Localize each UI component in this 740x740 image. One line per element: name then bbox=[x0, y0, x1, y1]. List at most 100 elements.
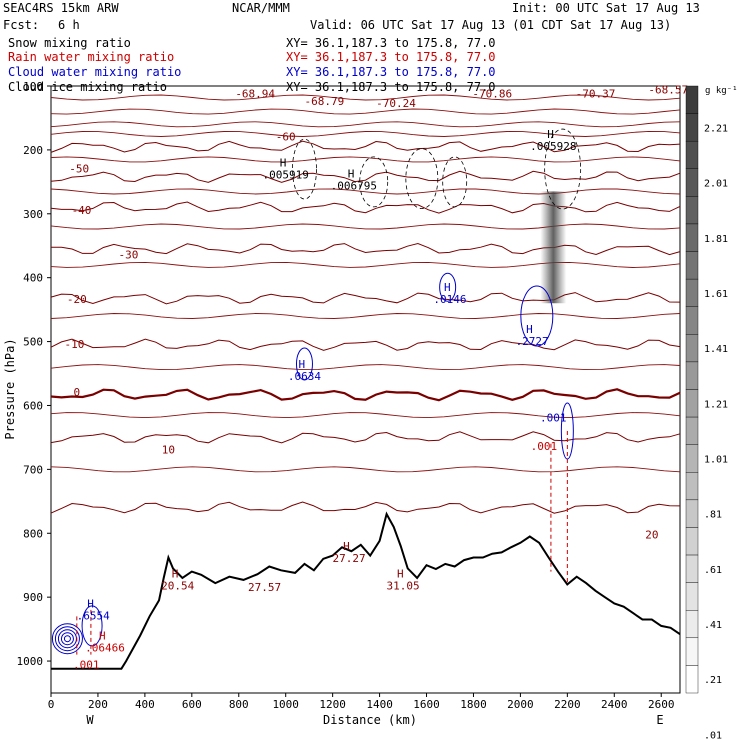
y-axis-title: Pressure (hPa) bbox=[3, 338, 17, 439]
x-tick-label: 1600 bbox=[413, 698, 440, 711]
colorbar-segment bbox=[685, 665, 699, 694]
cloud-water-contour bbox=[60, 632, 74, 646]
cloud-water-contour bbox=[81, 605, 103, 647]
colorbar-segment bbox=[685, 416, 699, 445]
annotation-high-marker: H bbox=[298, 358, 305, 371]
temperature-label: -40 bbox=[72, 204, 92, 217]
x-tick-label: 2600 bbox=[648, 698, 675, 711]
y-tick-label: 500 bbox=[23, 336, 43, 349]
annotation-value: .001 bbox=[73, 659, 100, 672]
annotation-high-marker: H bbox=[172, 567, 179, 580]
x-tick-label: 1000 bbox=[272, 698, 299, 711]
x-tick-label: 400 bbox=[135, 698, 155, 711]
annotation-value: .6554 bbox=[77, 610, 110, 623]
feature-layer bbox=[51, 128, 582, 655]
field-cloudice-xy: XY= 36.1,187.3 to 175.8, 77.0 bbox=[286, 80, 496, 94]
colorbar-segment bbox=[685, 444, 699, 473]
colorbar-label: .61 bbox=[704, 565, 722, 576]
colorbar-label: .81 bbox=[704, 510, 722, 521]
y-tick-label: 700 bbox=[23, 463, 43, 476]
colorbar-segment bbox=[685, 389, 699, 418]
x-tick-label: 2000 bbox=[507, 698, 534, 711]
x-tick-label: 2400 bbox=[601, 698, 628, 711]
cloud-ice-contour bbox=[544, 128, 582, 210]
colorbar: 2.21 2.01 1.81 1.61 1.41 1.21 1.01 .81 .61 .41 .21… bbox=[685, 85, 728, 740]
temperature-label: -50 bbox=[69, 162, 89, 175]
isotherm-line bbox=[50, 313, 681, 319]
colorbar-segment bbox=[685, 306, 699, 335]
isotherm-line bbox=[50, 188, 681, 195]
colorbar-segment bbox=[685, 582, 699, 611]
temperature-label: -70.86 bbox=[472, 88, 512, 101]
temperature-label: -70.24 bbox=[376, 97, 416, 110]
x-tick-label: 800 bbox=[229, 698, 249, 711]
colorbar-label: 1.01 bbox=[704, 454, 728, 465]
center-title: NCAR/MMM bbox=[232, 1, 290, 15]
annotation-value: .001 bbox=[540, 411, 567, 424]
x-axis-title: Distance (km) bbox=[323, 713, 417, 727]
fcst-value: 6 h bbox=[58, 18, 80, 32]
cloud-water-contour bbox=[520, 285, 554, 347]
cloud-water-contour bbox=[63, 635, 71, 643]
isotherm--40 bbox=[50, 201, 681, 214]
colorbar-label: 2.01 bbox=[704, 179, 728, 190]
colorbar-segment bbox=[685, 527, 699, 556]
annotation-value: 20.54 bbox=[161, 579, 194, 592]
colorbar-label: .41 bbox=[704, 620, 722, 631]
temperature-label: -68.57 bbox=[648, 84, 688, 97]
annotation-value: .0634 bbox=[288, 370, 321, 383]
colorbar-segment bbox=[685, 251, 699, 280]
annotation-high-marker: H bbox=[444, 281, 451, 294]
colorbar-label: 1.61 bbox=[704, 289, 728, 300]
axis-layer: 0 200 400 600 800 1000 1200 1400 1600 1800 2000 220… bbox=[17, 80, 675, 711]
y-tick-label: 1000 bbox=[17, 655, 44, 668]
x-tick-label: 1200 bbox=[319, 698, 346, 711]
annotation-high-marker: H bbox=[348, 168, 355, 181]
annotation-value: .2727 bbox=[516, 335, 549, 348]
temperature-label: 10 bbox=[162, 443, 175, 456]
temperature-label: -20 bbox=[67, 293, 87, 306]
colorbar-segment bbox=[685, 223, 699, 252]
temperature-label: -10 bbox=[65, 338, 85, 351]
isotherm-0 bbox=[50, 388, 681, 402]
cloud-water-contour bbox=[54, 626, 80, 652]
annotation-high-marker: H bbox=[526, 323, 533, 336]
cloud-water-contour bbox=[295, 347, 313, 381]
temperature-label: -30 bbox=[119, 249, 139, 262]
colorbar-segment bbox=[685, 361, 699, 390]
annotation-high-marker: H bbox=[547, 128, 554, 141]
colorbar-segment bbox=[685, 196, 699, 225]
x-tick-label: 0 bbox=[48, 698, 55, 711]
colorbar-segment bbox=[685, 140, 699, 169]
cloud-ice-contour bbox=[292, 138, 317, 200]
init-time: Init: 00 UTC Sat 17 Aug 13 bbox=[512, 1, 700, 15]
temperature-label: -60 bbox=[276, 130, 296, 143]
colorbar-segment bbox=[685, 472, 699, 501]
cloud-ice-contour bbox=[405, 148, 439, 210]
x-tick-label: 600 bbox=[182, 698, 202, 711]
y-tick-label: 900 bbox=[23, 591, 43, 604]
temperature-label: -68.94 bbox=[235, 88, 275, 101]
temperature-label: -70.37 bbox=[576, 88, 616, 101]
isotherm-line bbox=[50, 94, 681, 101]
field-rain-xy: XY= 36.1,187.3 to 175.8, 77.0 bbox=[286, 50, 496, 64]
x-tick-label: 1400 bbox=[366, 698, 393, 711]
annotation-high-marker: H bbox=[397, 567, 404, 580]
colorbar-label: .21 bbox=[704, 675, 722, 686]
colorbar-segment bbox=[685, 499, 699, 528]
x-end-label-west: W bbox=[86, 713, 94, 727]
terrain-line bbox=[51, 511, 681, 670]
temperature-label: 20 bbox=[645, 528, 658, 541]
annotation-high-marker: H bbox=[99, 629, 106, 642]
colorbar-segment bbox=[685, 637, 699, 666]
temperature-label: 0 bbox=[74, 386, 81, 399]
fcst-label: Fcst: bbox=[3, 18, 39, 32]
field-snow-xy: XY= 36.1,187.3 to 175.8, 77.0 bbox=[286, 36, 496, 50]
annotation-value: .001 bbox=[531, 440, 558, 453]
cloud-water-contour bbox=[51, 623, 83, 655]
colorbar-segment bbox=[685, 610, 699, 639]
annotation-value: .005928 bbox=[530, 140, 576, 153]
annotation-value: 27.57 bbox=[248, 581, 281, 594]
colorbar-label: 1.81 bbox=[704, 234, 728, 245]
